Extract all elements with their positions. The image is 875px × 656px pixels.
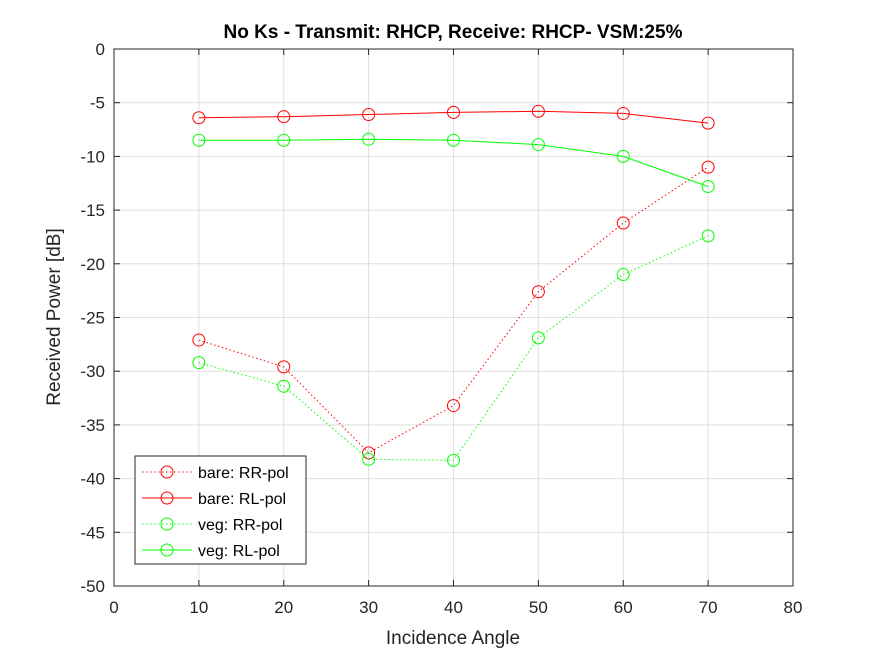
legend-label-veg-rl-pol: veg: RL-pol (198, 543, 280, 560)
y-tick-label: -20 (80, 255, 105, 274)
y-tick-label: -35 (80, 416, 105, 435)
legend-marker-bare-rl-pol (160, 491, 174, 505)
legend-marker-veg-rl-pol (160, 543, 174, 557)
data-point-bare-rr-pol (701, 160, 715, 174)
x-tick-label: 0 (109, 598, 118, 617)
x-tick-label: 10 (189, 598, 208, 617)
data-point-bare-rl-pol (531, 104, 545, 118)
legend-label-bare-rl-pol: bare: RL-pol (198, 491, 286, 508)
y-tick-label: -10 (80, 147, 105, 166)
legend-box (134, 455, 307, 565)
x-tick-label: 40 (444, 598, 463, 617)
data-point-veg-rr-pol (701, 229, 715, 243)
series-line-veg-rl-pol (198, 138, 709, 187)
chart-title: No Ks - Transmit: RHCP, Receive: RHCP- V… (224, 22, 683, 43)
data-point-veg-rr-pol (362, 452, 376, 466)
y-tick-label: -15 (80, 201, 105, 220)
data-point-veg-rl-pol (362, 132, 376, 146)
y-tick-label: -25 (80, 309, 105, 328)
legend-label-veg-rr-pol: veg: RR-pol (198, 517, 282, 534)
ticks: 0 10 20 30 40 50 60 70 80 0 -5 -10 -15 -20 -25 -30 -35 -4… (80, 40, 802, 617)
data-point-bare-rr-pol (616, 216, 630, 230)
x-tick-label: 60 (614, 598, 633, 617)
series-group (192, 104, 715, 467)
data-point-veg-rl-pol (447, 133, 460, 147)
legend-marker-bare-rr-pol (160, 465, 174, 479)
legend-label-bare-rr-pol: bare: RR-pol (198, 465, 289, 482)
data-point-veg-rr-pol (616, 268, 630, 282)
data-point-veg-rr-pol (277, 379, 291, 393)
data-point-bare-rr-pol (531, 285, 545, 299)
data-point-bare-rl-pol (701, 116, 715, 130)
data-point-bare-rr-pol (277, 360, 291, 374)
data-point-bare-rl-pol (447, 105, 460, 119)
data-point-bare-rl-pol (192, 111, 206, 125)
y-tick-label: -45 (80, 523, 105, 542)
legend: bare: RR-pol bare: RL-pol veg: RR-pol veg: … (134, 455, 307, 565)
x-axis-label: Incidence Angle (386, 628, 520, 649)
data-point-bare-rl-pol (616, 106, 630, 120)
data-point-veg-rl-pol (277, 133, 291, 147)
data-point-veg-rl-pol (701, 179, 715, 193)
y-tick-label: -5 (90, 94, 105, 113)
data-point-bare-rl-pol (277, 110, 291, 124)
x-tick-label: 30 (359, 598, 378, 617)
x-tick-label: 80 (784, 598, 803, 617)
data-point-bare-rl-pol (362, 108, 376, 122)
series-line-bare-rl-pol (198, 110, 709, 124)
x-tick-label: 20 (274, 598, 293, 617)
y-tick-label: 0 (96, 40, 105, 59)
data-point-veg-rl-pol (531, 138, 545, 152)
series-line-veg-rr-pol (198, 235, 709, 461)
x-tick-label: 50 (529, 598, 548, 617)
data-point-veg-rr-pol (192, 356, 206, 370)
data-point-bare-rr-pol (447, 399, 460, 413)
data-point-veg-rr-pol (531, 331, 545, 345)
data-point-veg-rl-pol (192, 133, 206, 147)
series-line-bare-rr-pol (198, 166, 709, 454)
y-tick-label: -40 (80, 470, 105, 489)
y-axis-label: Received Power [dB] (44, 228, 65, 405)
legend-marker-veg-rr-pol (160, 517, 174, 531)
y-tick-label: -30 (80, 362, 105, 381)
data-point-veg-rl-pol (616, 149, 630, 163)
x-tick-label: 70 (699, 598, 718, 617)
data-point-veg-rr-pol (447, 453, 460, 467)
data-point-bare-rr-pol (192, 333, 206, 347)
y-tick-label: -50 (80, 577, 105, 596)
